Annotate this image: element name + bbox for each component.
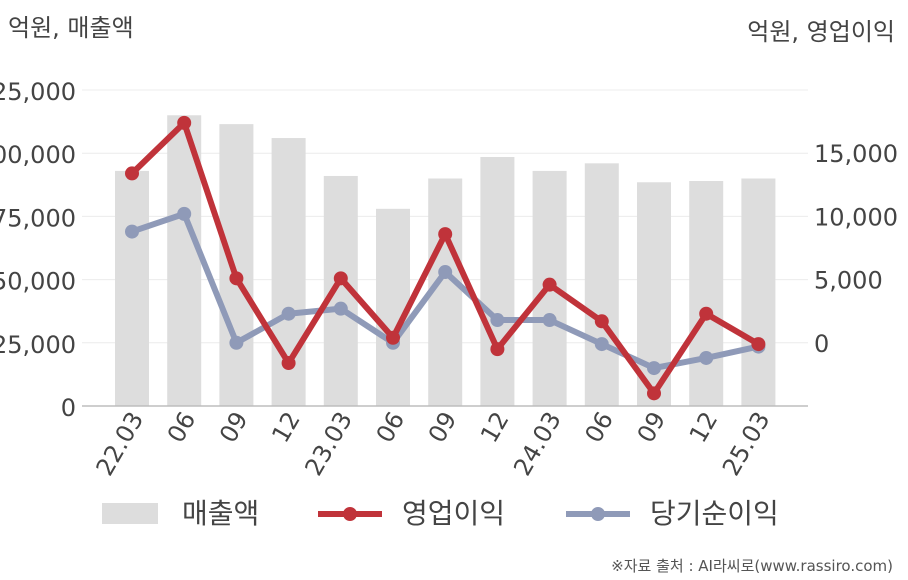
- bar-revenue: [376, 208, 410, 406]
- point-operating-profit: [438, 227, 453, 242]
- legend-item-net-income: 당기순이익: [566, 497, 779, 530]
- right-tick-label: 10,000: [814, 203, 898, 231]
- profit-lines: [125, 115, 766, 401]
- bar-revenue: [480, 156, 515, 406]
- legend-marker-net-income: [591, 507, 605, 521]
- point-operating-profit: [490, 342, 505, 357]
- x-tick-label: 12: [266, 407, 306, 447]
- point-net-income: [647, 361, 661, 376]
- x-tick-label: 09: [214, 407, 254, 447]
- right-tick-label: 0: [814, 330, 829, 358]
- bar-revenue: [689, 181, 724, 406]
- legend-label-operating-profit: 영업이익: [402, 497, 505, 530]
- right-tick-label: 5,000: [814, 267, 883, 295]
- left-tick-label: 00,000: [0, 141, 76, 169]
- left-tick-label: 50,000: [0, 268, 76, 296]
- point-net-income: [125, 224, 139, 239]
- point-net-income: [699, 350, 714, 365]
- x-tick-label: 09: [632, 407, 672, 447]
- point-operating-profit: [177, 115, 192, 130]
- bar-revenue: [219, 124, 254, 407]
- left-tick-label: 25,000: [0, 78, 76, 106]
- point-operating-profit: [333, 271, 348, 286]
- x-tick-label: 24.03: [508, 407, 567, 481]
- source-note: ※자료 출처 : AI라씨로(www.rassiro.com): [611, 557, 893, 575]
- point-net-income: [490, 313, 505, 328]
- legend-swatch-revenue: [102, 503, 158, 524]
- point-operating-profit: [542, 277, 557, 292]
- x-tick-label: 23.03: [299, 407, 358, 481]
- x-tick-label: 22.03: [91, 407, 150, 481]
- point-operating-profit: [594, 314, 609, 329]
- right-axis-ticks: 0 5,000 10,000 15,000: [814, 140, 898, 358]
- point-net-income: [177, 206, 192, 221]
- left-axis-label: 억원, 매출액: [8, 14, 134, 42]
- x-tick-label: 12: [475, 407, 515, 447]
- x-tick-label: 06: [371, 407, 411, 447]
- point-net-income: [438, 265, 453, 280]
- x-tick-label: 25.03: [717, 407, 776, 481]
- point-operating-profit: [751, 337, 766, 352]
- legend-label-revenue: 매출액: [182, 497, 259, 530]
- point-net-income: [333, 301, 348, 316]
- legend: 매출액 영업이익 당기순이익: [102, 497, 779, 530]
- x-tick-label: 09: [423, 407, 463, 447]
- bar-revenue: [115, 170, 149, 406]
- x-tick-label: 12: [684, 407, 724, 447]
- point-operating-profit: [125, 166, 139, 181]
- legend-marker-operating-profit: [343, 507, 357, 521]
- left-axis-ticks: 0 25,000 50,000 75,000 00,000 25,000: [0, 78, 76, 422]
- point-operating-profit: [281, 356, 296, 371]
- right-axis-label: 억원, 영업이익: [747, 18, 895, 46]
- left-tick-label: 25,000: [0, 331, 76, 359]
- point-operating-profit: [229, 271, 244, 286]
- bar-revenue: [584, 163, 619, 406]
- legend-label-net-income: 당기순이익: [650, 497, 779, 530]
- x-tick-label: 06: [162, 407, 202, 447]
- point-operating-profit: [699, 306, 714, 321]
- point-operating-profit: [647, 386, 661, 401]
- legend-item-operating-profit: 영업이익: [318, 497, 505, 530]
- point-net-income: [594, 337, 609, 352]
- legend-item-revenue: 매출액: [102, 497, 259, 530]
- point-net-income: [542, 313, 557, 328]
- left-tick-label: 0: [61, 394, 76, 422]
- point-net-income: [229, 335, 244, 350]
- point-operating-profit: [386, 330, 400, 345]
- right-tick-label: 15,000: [814, 140, 898, 168]
- x-tick-label: 06: [579, 407, 619, 447]
- point-net-income: [281, 306, 296, 321]
- bar-revenue: [741, 178, 776, 406]
- left-tick-label: 75,000: [0, 204, 76, 232]
